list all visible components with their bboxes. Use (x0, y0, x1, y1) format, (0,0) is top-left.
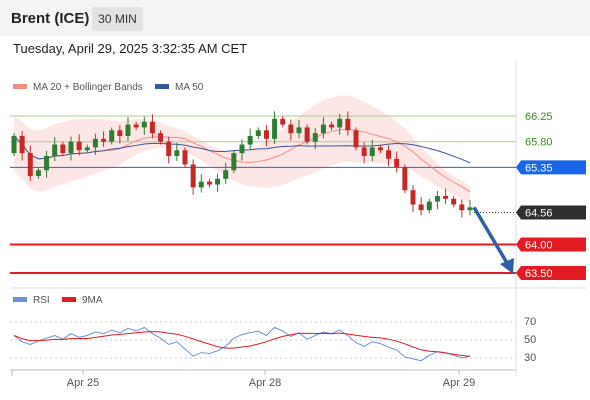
candle-body (263, 130, 269, 139)
candle-body (345, 118, 351, 131)
candle-body (296, 127, 302, 134)
candle-body (320, 124, 326, 134)
price-label-64.56: 64.56 (525, 207, 553, 219)
candle-body (92, 138, 98, 148)
candle-body (394, 158, 400, 168)
rsi-ma-line (13, 331, 471, 357)
price-tag-support (516, 266, 586, 280)
candle-body (304, 127, 310, 142)
candle-body (467, 207, 473, 211)
candle-body (52, 144, 58, 156)
candle-body (377, 147, 383, 151)
candle-body (198, 181, 204, 188)
candle-body (117, 130, 123, 136)
candle-body (60, 144, 66, 154)
rsi-line (13, 326, 471, 362)
candle-body (44, 155, 50, 171)
x-label-apr28: Apr 28 (249, 377, 281, 389)
candle-body (434, 195, 440, 202)
rsi-ma-legend-swatch (62, 297, 76, 302)
timeframe-button[interactable]: 30 MIN (92, 7, 143, 31)
candle-body (133, 124, 139, 128)
candle-body (84, 147, 90, 151)
candle-body (68, 141, 74, 154)
candle-body (255, 130, 261, 136)
candle-body (361, 147, 367, 156)
candle-body (451, 198, 457, 205)
candle-body (174, 150, 180, 156)
candle-body (215, 178, 221, 185)
ma50-legend-label: MA 50 (175, 82, 204, 93)
candle-body (166, 141, 172, 156)
price-tag-support (516, 237, 586, 252)
candle-body (223, 170, 229, 179)
rsi-legend-label: RSI (33, 295, 50, 306)
candle-body (239, 144, 245, 154)
timestamp: Tuesday, April 29, 2025 3:32:35 AM CET (13, 41, 248, 56)
price-tag-current (516, 205, 586, 220)
ma20-legend-label: MA 20 + Bollinger Bands (33, 82, 143, 93)
rsi-tick-50: 50 (524, 334, 536, 346)
candle-body (288, 124, 294, 134)
x-label-apr29: Apr 29 (443, 377, 475, 389)
candle-body (247, 135, 253, 145)
rsi-tick-70: 70 (524, 316, 536, 328)
candle-body (158, 133, 164, 142)
candle-body (329, 124, 335, 128)
rsi-legend-swatch (13, 297, 27, 302)
price-label-63.50: 63.50 (525, 268, 553, 280)
candle-body (11, 135, 17, 154)
candle-body (231, 153, 237, 171)
candle-body (386, 150, 392, 159)
candle-body (272, 118, 278, 139)
price-label-66.25: 66.25 (525, 111, 553, 123)
candle-body (280, 118, 286, 125)
candle-body (101, 138, 107, 142)
candle-body (369, 147, 375, 156)
candle-body (312, 133, 318, 142)
candle-body (149, 121, 155, 134)
forecast-arrow-head (500, 258, 514, 274)
candle-body (109, 130, 115, 142)
price-label-65.80: 65.80 (525, 137, 553, 149)
candle-body (410, 190, 416, 205)
candle-body (418, 204, 424, 211)
candle-body (402, 167, 408, 191)
candle-body (141, 121, 147, 128)
candle-body (206, 181, 212, 185)
candle-body (337, 118, 343, 128)
rsi-tick-30: 30 (524, 352, 536, 364)
candle-body (125, 124, 131, 136)
forecast-arrow-shaft (472, 206, 509, 264)
candle-body (19, 135, 25, 154)
price-label-65.35: 65.35 (525, 162, 553, 174)
x-label-apr25: Apr 25 (67, 377, 99, 389)
candle-body (353, 130, 359, 148)
ma20-legend-swatch (13, 84, 27, 89)
price-tag-pivot (516, 160, 586, 175)
instrument-title: Brent (ICE) (11, 10, 90, 27)
candle-body (426, 201, 432, 211)
candle-body (443, 195, 449, 199)
price-label-64.00: 64.00 (525, 239, 553, 251)
candle-body (76, 141, 82, 151)
candle-body (27, 153, 33, 176)
rsi-ma-legend-label: 9MA (82, 295, 103, 306)
ma50-legend-swatch (155, 84, 169, 89)
candle-body (182, 150, 188, 165)
candle-body (35, 170, 41, 176)
candle-body (459, 204, 465, 211)
candle-body (190, 164, 196, 188)
